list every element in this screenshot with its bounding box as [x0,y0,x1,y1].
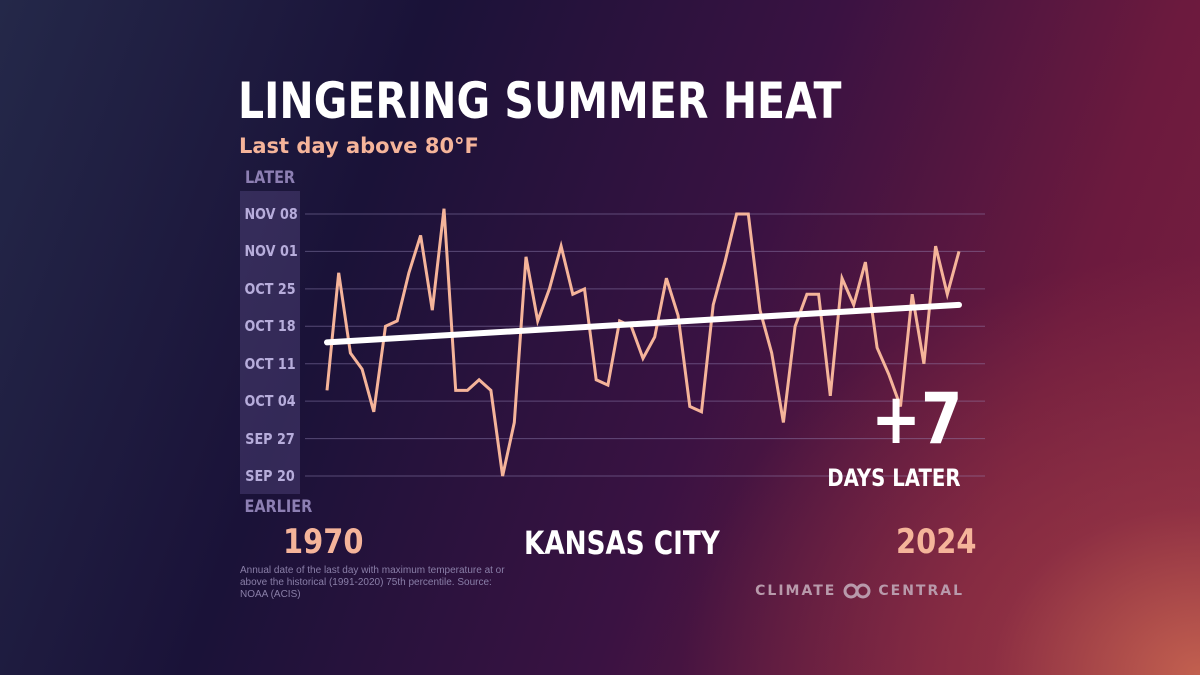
trend-line [324,301,962,346]
climate-central-logo-icon [842,583,872,599]
y-tick-label: NOV 08 [244,205,298,223]
brand-name-right: CENTRAL [878,583,964,599]
gridlines [305,213,985,477]
location-label: KANSAS CITY [524,524,720,562]
trend-layer [324,301,962,346]
y-tick-label: OCT 04 [244,392,296,411]
y-axis-earlier-label: EARLIER [244,497,313,517]
brand-name-left: CLIMATE [755,583,837,599]
y-tick-label: OCT 11 [244,354,296,373]
series-layer [325,208,961,477]
trend-delta-label: DAYS LATER [826,464,960,492]
x-tick-label-start: 1970 [283,522,364,562]
brand-logo: CLIMATE CENTRAL [755,583,964,599]
x-tick-label-end: 2024 [896,522,977,562]
page-title: LINGERING SUMMER HEAT [238,72,842,130]
series-line-annual [325,208,961,477]
footnote: Annual date of the last day with maximum… [240,565,505,600]
trend-delta-value: +7 [870,378,962,460]
y-axis-later-label: LATER [244,168,296,188]
y-tick-label: OCT 18 [244,317,296,336]
y-tick-label: OCT 25 [244,279,296,298]
y-tick-label: SEP 20 [245,467,295,485]
y-tick-label: NOV 01 [244,242,298,261]
y-axis-band [240,191,300,494]
page-subtitle: Last day above 80°F [239,134,479,158]
y-tick-label: SEP 27 [245,429,295,448]
